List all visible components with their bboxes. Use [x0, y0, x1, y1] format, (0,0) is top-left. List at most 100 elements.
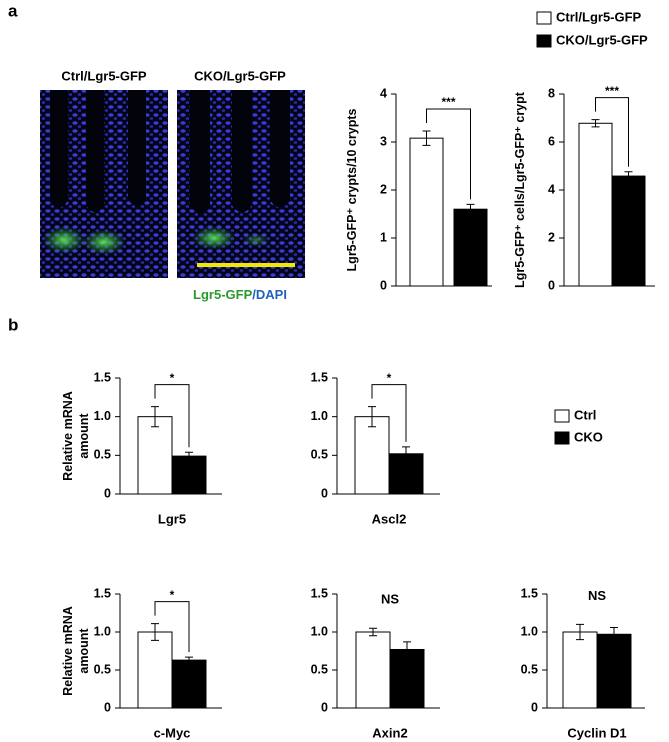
- y-tick-label: 3: [380, 134, 387, 148]
- legend-label: Ctrl: [574, 407, 596, 422]
- y-axis-label: Relative mRNA amount: [61, 391, 91, 481]
- x-axis-label: Cyclin D1: [567, 725, 626, 740]
- error-bar: [624, 171, 633, 181]
- y-tick-label: 0: [548, 278, 555, 292]
- y-tick-label: 1.0: [94, 409, 111, 423]
- error-bar: [591, 119, 600, 128]
- x-axis-label: Lgr5: [158, 511, 186, 526]
- error-bar: [369, 627, 377, 637]
- y-tick-label: 1.5: [94, 370, 111, 384]
- y-tick-label: 1.5: [94, 586, 111, 600]
- y-tick-label: 1.0: [311, 409, 328, 423]
- legend-label: Ctrl/Lgr5-GFP: [556, 9, 642, 24]
- micrograph: [177, 90, 305, 278]
- micrograph: [40, 90, 168, 278]
- error-bar: [185, 451, 193, 461]
- significance-label: ***: [441, 95, 455, 109]
- y-tick-label: 4: [380, 86, 387, 100]
- significance-bracket: [371, 384, 407, 442]
- y-tick-label: 1.0: [521, 624, 538, 638]
- bar: [137, 416, 173, 495]
- bar: [171, 455, 207, 495]
- significance-label: NS: [381, 592, 399, 607]
- error-bar: [610, 626, 618, 642]
- y-tick-label: 2: [548, 230, 555, 244]
- significance-label: NS: [588, 588, 606, 603]
- y-axis-label: Lgr5-GFP⁺ cells/Lgr5-GFP⁺ crypt: [513, 92, 527, 288]
- x-axis-label: Axin2: [372, 725, 407, 740]
- y-tick-label: 8: [548, 86, 555, 100]
- significance-label: ***: [605, 84, 619, 98]
- y-tick-label: 0: [380, 278, 387, 292]
- bar: [596, 633, 632, 709]
- y-tick-label: 1.5: [311, 586, 328, 600]
- panel-label: b: [8, 315, 18, 334]
- dapi-label: /DAPI: [252, 287, 287, 302]
- y-axis-label-box: Lgr5-GFP⁺ cells/Lgr5-GFP⁺ crypt: [513, 92, 527, 288]
- bar: [409, 137, 444, 287]
- significance-bracket: [426, 108, 471, 200]
- legend-label: CKO: [574, 429, 603, 444]
- x-axis-label: Ascl2: [372, 511, 407, 526]
- bar: [171, 659, 207, 709]
- error-bar: [403, 641, 411, 658]
- legend-label: CKO/Lgr5-GFP: [556, 32, 648, 47]
- gfp-label: Lgr5-GFP: [193, 287, 253, 302]
- image-caption: CKO/Lgr5-GFP: [194, 68, 286, 83]
- significance-bracket: [595, 97, 629, 167]
- error-bar: [402, 446, 410, 462]
- bar: [137, 631, 173, 709]
- error-bar: [576, 623, 584, 641]
- y-tick-label: 1.0: [311, 624, 328, 638]
- significance-label: *: [387, 371, 392, 385]
- error-bar: [422, 130, 431, 146]
- y-axis-label-box: Lgr5-GFP⁺ crypts/10 crypts: [345, 109, 359, 272]
- y-tick-label: 6: [548, 134, 555, 148]
- y-tick-label: 0.5: [94, 662, 111, 676]
- chart: 0 2 4 6 8 ***: [548, 84, 655, 292]
- error-bar: [466, 203, 475, 215]
- significance-bracket: [154, 601, 190, 653]
- y-axis-label-box: Relative mRNA amount: [61, 391, 91, 481]
- y-tick-label: 0: [104, 486, 111, 500]
- y-tick-label: 1.5: [521, 586, 538, 600]
- significance-label: *: [170, 371, 175, 385]
- bar: [355, 631, 391, 709]
- y-axis-label: Relative mRNA amount: [61, 606, 91, 696]
- bar: [578, 122, 613, 287]
- y-tick-label: 1.5: [311, 370, 328, 384]
- x-axis-label: c-Myc: [154, 725, 191, 740]
- stain-caption: Lgr5-GFP/DAPI: [193, 287, 287, 302]
- bar: [389, 648, 425, 709]
- error-bar: [151, 623, 159, 641]
- y-tick-label: 2: [380, 182, 387, 196]
- y-axis-label-box: Relative mRNA amount: [61, 606, 91, 696]
- error-bar: [368, 406, 376, 428]
- chart: 0 0.5 1.0 1.5 c-Myc *: [94, 586, 222, 740]
- image-caption: Ctrl/Lgr5-GFP: [61, 68, 147, 83]
- error-bar: [185, 656, 193, 664]
- y-tick-label: 1: [380, 230, 387, 244]
- y-tick-label: 0: [321, 700, 328, 714]
- y-tick-label: 4: [548, 182, 555, 196]
- y-tick-label: 1.0: [94, 624, 111, 638]
- panel-label: a: [8, 1, 18, 20]
- bar: [562, 631, 598, 709]
- legend-swatch: [536, 34, 552, 48]
- y-tick-label: 0.5: [311, 662, 328, 676]
- y-tick-label: 0.5: [311, 448, 328, 462]
- bar: [453, 208, 488, 287]
- y-tick-label: 0: [531, 700, 538, 714]
- legend-swatch: [554, 431, 570, 445]
- significance-bracket: [154, 384, 190, 448]
- y-tick-label: 0: [104, 700, 111, 714]
- bar: [354, 416, 390, 495]
- error-bar: [151, 406, 159, 428]
- y-tick-label: 0.5: [94, 448, 111, 462]
- legend-swatch: [554, 409, 570, 423]
- significance-label: *: [170, 588, 175, 602]
- chart: 0 1 2 3 4 ***: [380, 86, 492, 292]
- y-tick-label: 0: [321, 486, 328, 500]
- chart: 0 0.5 1.0 1.5 Lgr5 *: [94, 370, 222, 526]
